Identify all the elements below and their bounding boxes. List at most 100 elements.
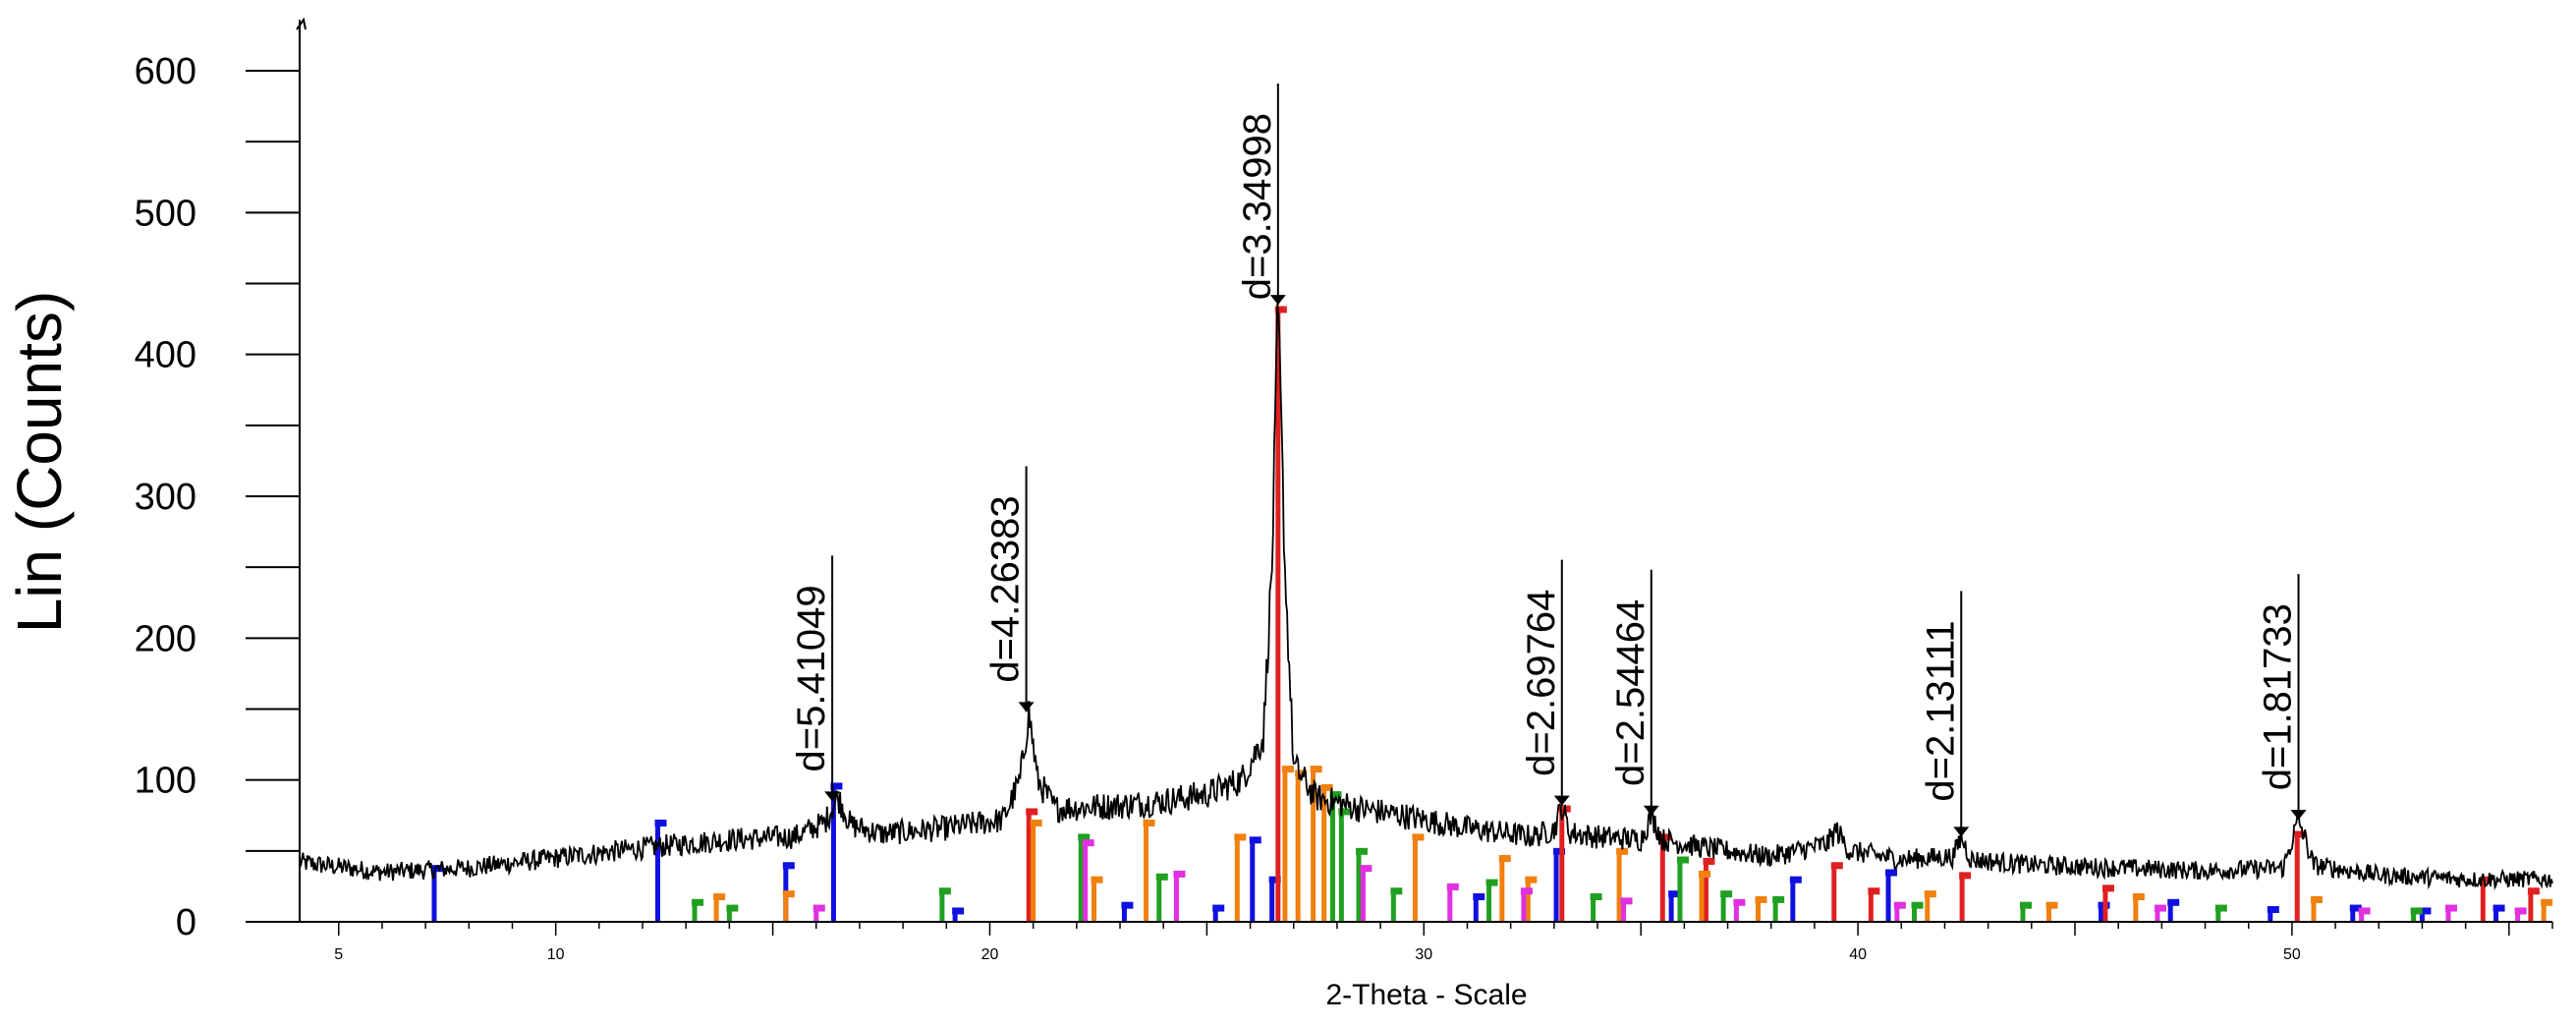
reference-stick-marker bbox=[1885, 869, 1898, 877]
reference-stick-marker bbox=[1720, 890, 1733, 898]
reference-stick-marker bbox=[1320, 783, 1333, 791]
reference-stick-marker bbox=[2294, 830, 2307, 838]
reference-stick-marker bbox=[1699, 870, 1711, 878]
reference-stick-marker bbox=[1295, 770, 1308, 777]
peak-d-label: d=2.13111 bbox=[1919, 620, 1962, 801]
y-axis-arrow bbox=[296, 17, 307, 30]
reference-stick-marker bbox=[1924, 890, 1936, 898]
reference-stick-marker bbox=[1356, 847, 1369, 855]
reference-stick-marker bbox=[952, 907, 965, 915]
reference-stick-marker bbox=[1412, 833, 1425, 841]
reference-stick-marker bbox=[2101, 884, 2114, 892]
peak-d-label: d=2.69764 bbox=[1520, 590, 1563, 776]
reference-stick-marker bbox=[1234, 833, 1247, 841]
reference-stick-marker bbox=[1268, 876, 1281, 884]
reference-stick-marker bbox=[2541, 898, 2553, 906]
reference-stick-marker bbox=[1830, 862, 1843, 870]
y-tick-label: 500 bbox=[135, 193, 196, 234]
x-tick-label: 5 bbox=[334, 946, 343, 963]
reference-stick-marker bbox=[1911, 901, 1924, 909]
reference-stick-marker bbox=[2480, 876, 2492, 884]
reference-stick-marker bbox=[1082, 839, 1094, 847]
reference-stick-marker bbox=[2132, 893, 2145, 901]
reference-stick-marker bbox=[1212, 904, 1225, 912]
reference-stick-marker bbox=[2214, 904, 2227, 912]
reference-stick-marker bbox=[1893, 901, 1906, 909]
x-tick-label: 20 bbox=[981, 946, 999, 963]
reference-stick-marker bbox=[2349, 904, 2362, 912]
reference-stick-marker bbox=[1590, 893, 1602, 901]
y-tick-label: 0 bbox=[176, 902, 196, 943]
peak-marker-triangle bbox=[1018, 702, 1035, 712]
reference-stick-marker bbox=[1473, 893, 1485, 901]
peak-marker-triangle bbox=[1643, 805, 1659, 816]
y-tick-label: 100 bbox=[135, 761, 196, 802]
reference-stick-marker bbox=[1249, 836, 1261, 844]
reference-stick-marker bbox=[1281, 766, 1294, 773]
reference-stick-marker bbox=[1390, 887, 1403, 895]
reference-stick-marker bbox=[938, 887, 951, 895]
reference-stick-marker bbox=[1755, 895, 1767, 903]
series-line bbox=[299, 303, 2553, 890]
y-tick-label: 400 bbox=[135, 335, 196, 376]
reference-stick-marker bbox=[2154, 904, 2166, 912]
reference-stick-marker bbox=[692, 898, 704, 906]
reference-stick-marker bbox=[1446, 883, 1459, 890]
reference-stick-marker bbox=[1703, 857, 1715, 865]
reference-stick-marker bbox=[654, 819, 667, 826]
peak-marker-triangle bbox=[824, 791, 841, 802]
reference-stick-marker bbox=[430, 865, 443, 873]
reference-stick-marker bbox=[1030, 819, 1042, 826]
reference-stick-marker bbox=[2527, 887, 2540, 895]
reference-stick-marker bbox=[1772, 895, 1785, 903]
axes: 0 100 200 300 400 500 600 5 10 20 30 40 50 bbox=[135, 17, 2553, 963]
y-axis-label: Lin (Counts) bbox=[4, 291, 75, 634]
peak-d-label: d=4.26383 bbox=[984, 495, 1028, 682]
reference-stick-marker bbox=[1733, 898, 1746, 906]
x-axis-label: 2-Theta - Scale bbox=[1325, 979, 1527, 1011]
y-tick-label: 600 bbox=[135, 51, 196, 92]
diffraction-pattern bbox=[299, 303, 2553, 890]
reference-stick-marker bbox=[1155, 873, 1168, 881]
reference-stick-marker bbox=[2311, 895, 2324, 903]
reference-stick-marker bbox=[2492, 904, 2505, 912]
reference-stick-marker bbox=[812, 904, 825, 912]
peak-labels: d=5.41049 d=4.26383 d=3.34998 d=2.69764 d=2.… bbox=[790, 84, 2307, 837]
reference-stick-marker bbox=[2514, 907, 2527, 915]
peak-d-label: d=3.34998 bbox=[1236, 113, 1279, 300]
reference-stick-marker bbox=[1616, 847, 1629, 855]
x-tick-label: 40 bbox=[1849, 946, 1867, 963]
reference-sticks bbox=[430, 306, 2553, 922]
reference-stick-marker bbox=[1329, 791, 1342, 799]
reference-stick-marker bbox=[1121, 901, 1134, 909]
reference-stick-marker bbox=[1668, 890, 1681, 898]
reference-stick-marker bbox=[1525, 876, 1538, 884]
peak-marker-triangle bbox=[2290, 810, 2307, 821]
reference-stick-marker bbox=[1078, 833, 1091, 841]
reference-stick-marker bbox=[1676, 856, 1689, 864]
reference-stick-marker bbox=[1143, 819, 1155, 826]
peak-d-label: d=2.54464 bbox=[1609, 599, 1652, 786]
reference-stick-marker bbox=[2167, 898, 2180, 906]
x-tick-label: 50 bbox=[2283, 946, 2301, 963]
reference-stick-marker bbox=[1091, 876, 1103, 884]
reference-stick-marker bbox=[1520, 887, 1533, 895]
reference-stick-marker bbox=[2444, 904, 2457, 912]
reference-stick-marker bbox=[782, 890, 795, 898]
reference-stick-marker bbox=[1360, 865, 1372, 873]
reference-stick-marker bbox=[1553, 847, 1566, 855]
reference-stick-marker bbox=[2358, 907, 2371, 915]
reference-stick-marker bbox=[782, 862, 795, 870]
reference-stick-marker bbox=[2267, 906, 2279, 914]
reference-stick-marker bbox=[1026, 808, 1038, 816]
reference-stick-marker bbox=[2419, 907, 2432, 915]
peak-d-label: d=1.81733 bbox=[2257, 603, 2300, 790]
reference-stick-marker bbox=[726, 904, 739, 912]
peak-d-label: d=5.41049 bbox=[790, 585, 833, 771]
reference-stick-marker bbox=[830, 782, 843, 790]
reference-stick-marker bbox=[2045, 901, 2058, 909]
reference-stick-marker bbox=[1485, 879, 1498, 886]
peak-marker-triangle bbox=[1553, 795, 1570, 806]
